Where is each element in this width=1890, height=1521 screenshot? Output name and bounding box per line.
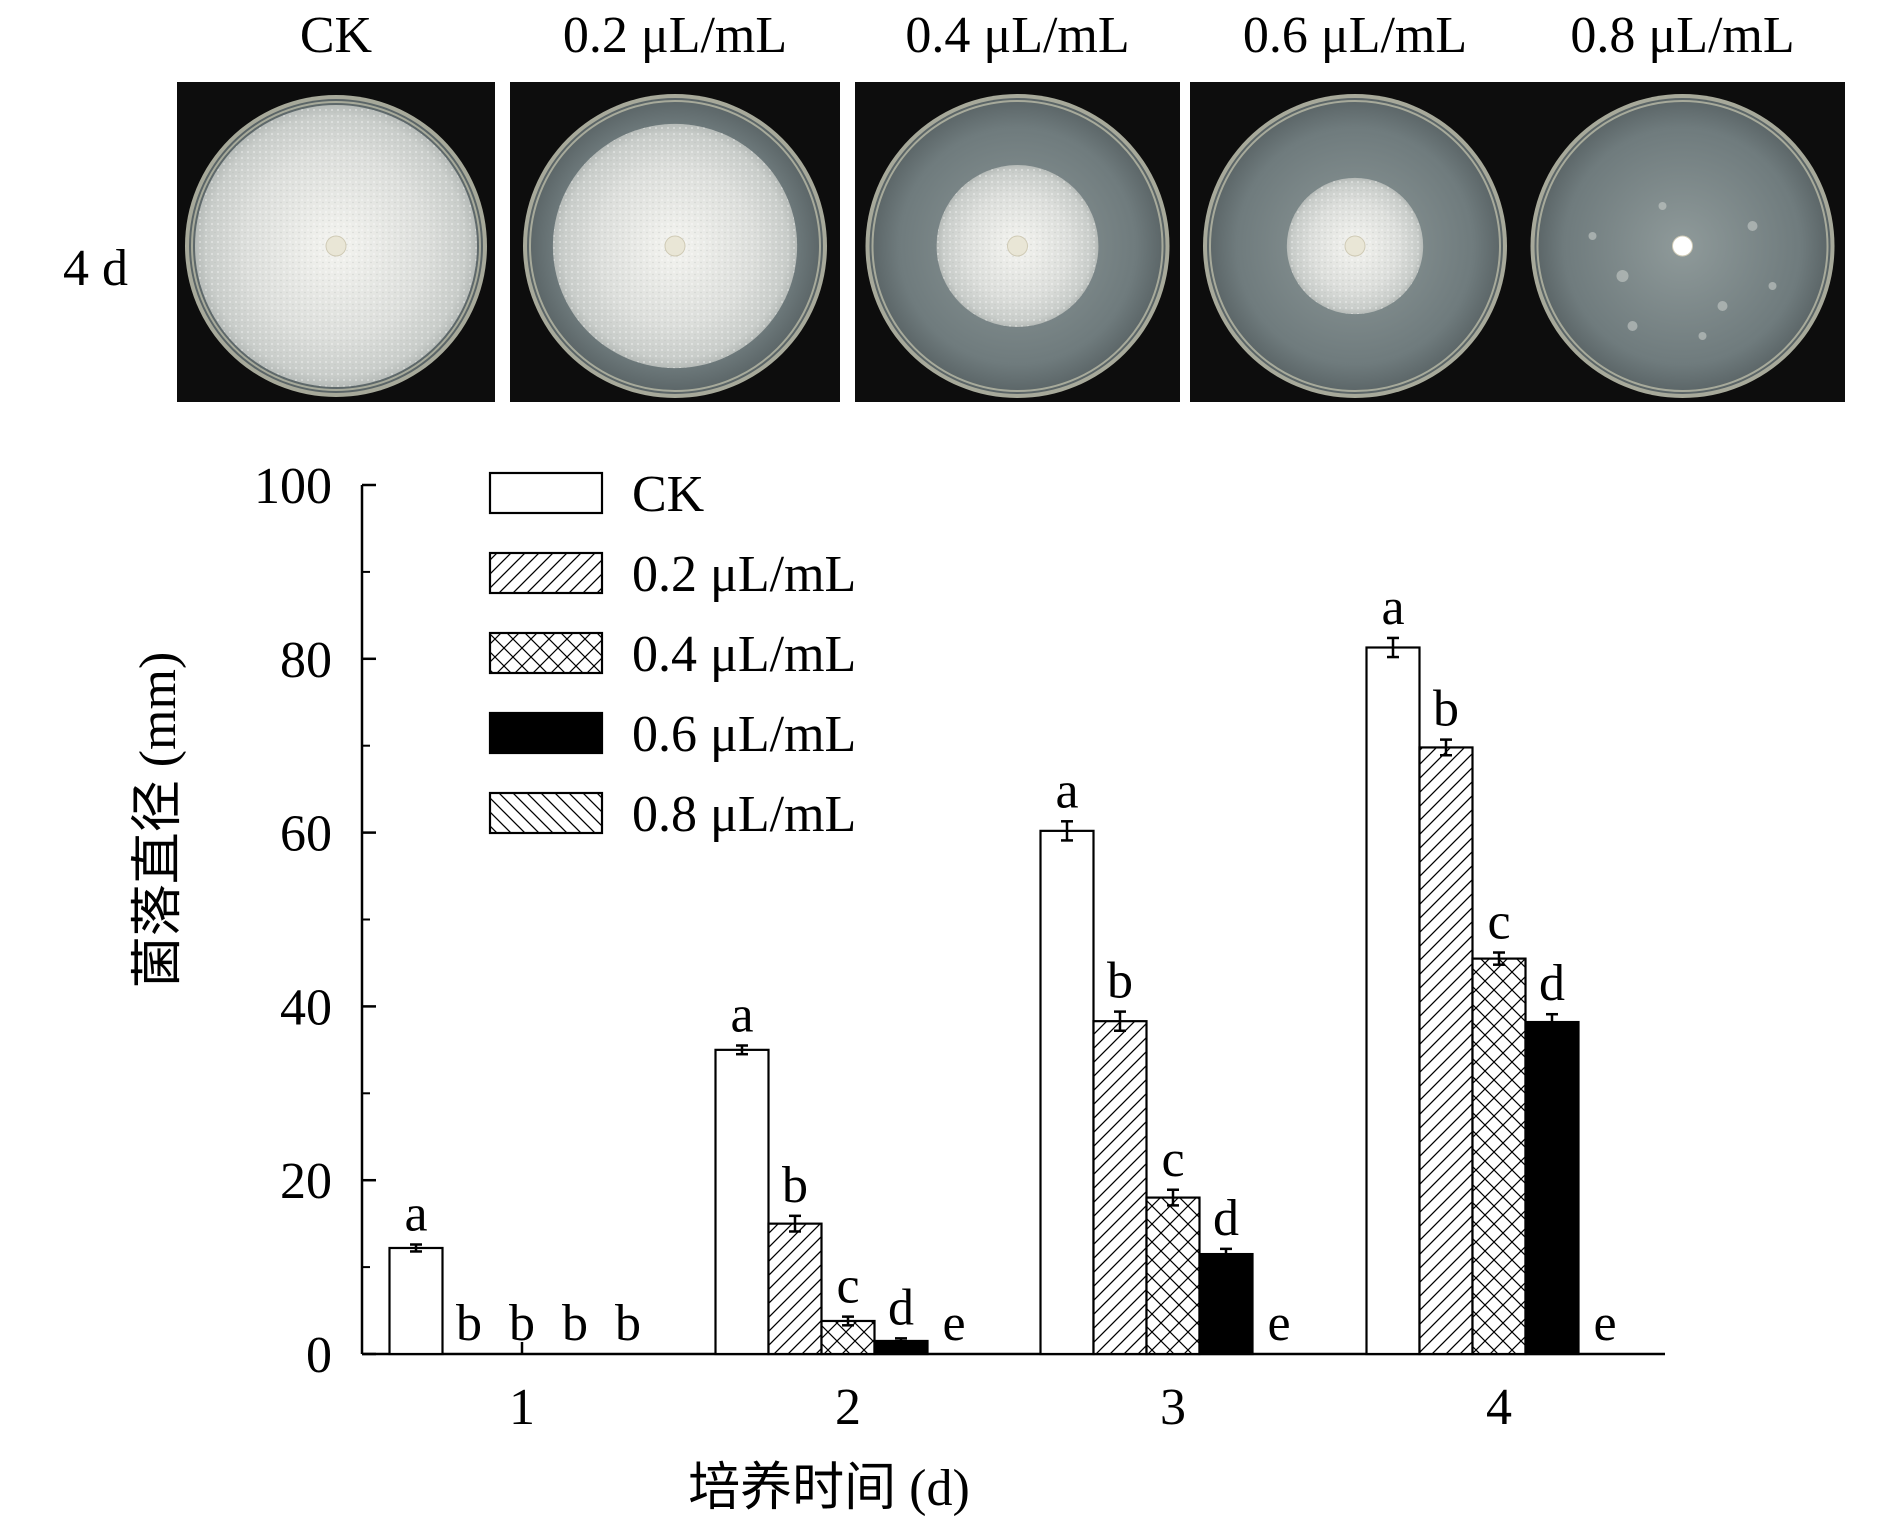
plate-photo: 0.8 μL/mL: [1520, 7, 1845, 402]
y-tick-label: 0: [306, 1327, 332, 1384]
legend-swatch: [488, 791, 604, 835]
significance-letter: d: [1213, 1190, 1239, 1247]
inoculum-plug: [1672, 235, 1693, 257]
significance-letter: e: [1267, 1295, 1290, 1352]
legend-swatch: [488, 551, 604, 595]
significance-letter: c: [836, 1258, 859, 1315]
legend-swatch: [488, 471, 604, 515]
plate-label: 0.4 μL/mL: [905, 7, 1129, 64]
bar: [1092, 1020, 1148, 1356]
significance-letter: d: [888, 1279, 914, 1336]
photo-row-label: 4 d: [63, 240, 128, 297]
bar: [1524, 1020, 1580, 1356]
inoculum-plug: [1007, 235, 1028, 257]
legend-label: 0.2 μL/mL: [632, 546, 856, 603]
bar: [1418, 746, 1474, 1356]
significance-letter: d: [1539, 955, 1565, 1012]
error-bar: [1440, 738, 1452, 757]
legend-swatch: [488, 711, 604, 755]
y-tick-label: 100: [254, 458, 332, 515]
x-tick-label: 1: [509, 1379, 535, 1436]
significance-letter: c: [1487, 894, 1510, 951]
plate-photo-panel: 4 d CK 0.2 μL/mL 0.4 μL/mL 0.6 μL/mL 0.8 μL/…: [63, 7, 1845, 402]
plate-label: 0.8 μL/mL: [1570, 7, 1794, 64]
error-bar: [1546, 1012, 1558, 1032]
bar: [388, 1246, 444, 1356]
plate-label: 0.2 μL/mL: [563, 7, 787, 64]
error-bar: [1114, 1010, 1126, 1032]
legend-label: 0.4 μL/mL: [632, 626, 856, 683]
significance-letter: e: [1593, 1295, 1616, 1352]
bar: [1365, 646, 1421, 1356]
bar: [714, 1048, 770, 1356]
legend-label: CK: [632, 466, 705, 523]
plate-label: CK: [300, 7, 373, 64]
bar: [1471, 957, 1527, 1356]
legend-item: 0.4 μL/mL: [488, 626, 856, 683]
legend-label: 0.6 μL/mL: [632, 706, 856, 763]
legend-item: 0.2 μL/mL: [488, 546, 856, 603]
error-bar: [789, 1214, 801, 1233]
y-axis-label: 菌落直径 (mm): [130, 652, 187, 989]
inoculum-plug: [1344, 235, 1366, 257]
error-bar: [842, 1315, 854, 1327]
significance-letter: b: [615, 1295, 641, 1352]
legend-item: 0.8 μL/mL: [488, 786, 856, 843]
bar: [1145, 1196, 1201, 1356]
significance-letter: a: [730, 987, 753, 1044]
bar: [1198, 1252, 1254, 1356]
legend-swatch: [488, 631, 604, 675]
plate-photo: CK: [177, 7, 495, 402]
plate-label: 0.6 μL/mL: [1243, 7, 1467, 64]
significance-letter: b: [782, 1157, 808, 1214]
inoculum-plug: [664, 235, 686, 257]
significance-letter: b: [562, 1295, 588, 1352]
error-bar: [736, 1044, 748, 1056]
y-tick-label: 60: [280, 806, 332, 863]
x-axis-label: 培养时间 (d): [688, 1460, 970, 1517]
error-bar: [1167, 1188, 1179, 1207]
bar: [767, 1222, 823, 1356]
significance-letter: b: [1433, 681, 1459, 738]
inoculum-plug: [325, 235, 347, 257]
plate-photo: 0.2 μL/mL: [510, 7, 840, 402]
significance-letter: c: [1161, 1131, 1184, 1188]
significance-letter: b: [509, 1295, 535, 1352]
significance-letter: a: [404, 1186, 427, 1243]
plate-photo: 0.6 μL/mL: [1190, 7, 1520, 402]
error-bar: [1387, 636, 1399, 659]
error-bar: [1061, 820, 1073, 842]
significance-letter: b: [1107, 953, 1133, 1010]
significance-letter: b: [456, 1295, 482, 1352]
x-tick-label: 3: [1160, 1379, 1186, 1436]
legend-item: 0.6 μL/mL: [488, 706, 856, 763]
error-bar: [410, 1243, 422, 1253]
plate-photo: 0.4 μL/mL: [855, 7, 1180, 402]
y-tick-label: 80: [280, 632, 332, 689]
significance-letter: a: [1381, 579, 1404, 636]
legend-item: CK: [488, 466, 705, 523]
x-tick-label: 2: [835, 1379, 861, 1436]
error-bar: [1493, 951, 1505, 966]
legend-label: 0.8 μL/mL: [632, 786, 856, 843]
y-tick-label: 40: [280, 979, 332, 1036]
y-tick-label: 20: [280, 1153, 332, 1210]
bar: [1039, 829, 1095, 1356]
error-bar: [1220, 1247, 1232, 1261]
x-tick-label: 4: [1486, 1379, 1512, 1436]
error-bar: [895, 1337, 907, 1345]
significance-letter: a: [1055, 762, 1078, 819]
significance-letter: e: [942, 1295, 965, 1352]
